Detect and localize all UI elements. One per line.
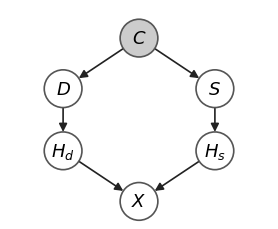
Circle shape bbox=[44, 71, 82, 108]
Circle shape bbox=[120, 183, 158, 220]
Circle shape bbox=[44, 132, 82, 170]
Text: $C$: $C$ bbox=[132, 30, 146, 48]
Text: $S$: $S$ bbox=[208, 80, 221, 98]
Circle shape bbox=[120, 20, 158, 58]
Text: $H_s$: $H_s$ bbox=[204, 141, 226, 161]
Text: $X$: $X$ bbox=[131, 193, 147, 210]
Circle shape bbox=[196, 71, 234, 108]
Text: $H_d$: $H_d$ bbox=[51, 141, 75, 161]
Text: $D$: $D$ bbox=[56, 80, 71, 98]
Circle shape bbox=[196, 132, 234, 170]
